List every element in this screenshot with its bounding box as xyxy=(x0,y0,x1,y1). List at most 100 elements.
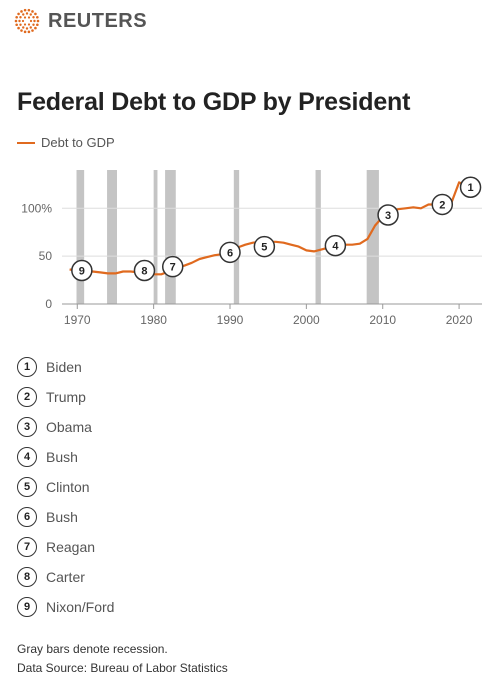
logo-dot xyxy=(36,23,39,27)
logo-dot xyxy=(14,19,18,23)
recession-bar xyxy=(107,170,117,304)
key-president-name: Nixon/Ford xyxy=(46,599,115,615)
logo-dot xyxy=(22,13,25,16)
key-number: 5 xyxy=(17,477,37,497)
recession-bar xyxy=(153,170,158,304)
logo-dot xyxy=(23,23,27,26)
president-marker: 1 xyxy=(459,176,482,198)
svg-text:6: 6 xyxy=(227,247,233,259)
key-number: 6 xyxy=(17,507,37,527)
svg-text:8: 8 xyxy=(141,266,147,278)
legend-swatch xyxy=(17,141,35,144)
key-president-name: Obama xyxy=(46,419,92,435)
x-tick-label: 1990 xyxy=(217,313,244,327)
key-number: 7 xyxy=(17,537,37,557)
x-tick-label: 2020 xyxy=(446,313,473,327)
key-item: 7 Reagan xyxy=(17,532,114,562)
key-president-name: Biden xyxy=(46,359,82,375)
logo-dot xyxy=(36,19,40,23)
key-number: 3 xyxy=(17,417,37,437)
logo-dot xyxy=(34,26,37,30)
key-number: 2 xyxy=(17,387,37,407)
key-president-name: Bush xyxy=(46,449,78,465)
svg-text:3: 3 xyxy=(385,210,391,222)
y-tick-label: 100% xyxy=(21,201,52,215)
logo-dot xyxy=(22,26,25,29)
logo-dot xyxy=(23,30,27,34)
logo-dot xyxy=(27,30,31,34)
debt-line xyxy=(69,181,468,276)
recession-bar xyxy=(165,170,176,304)
x-tick-label: 1980 xyxy=(140,313,167,327)
logo-dot xyxy=(29,13,32,16)
key-item: 8 Carter xyxy=(17,562,114,592)
logo-dot xyxy=(25,27,29,30)
recession-note: Gray bars denote recession. xyxy=(17,642,168,656)
logo-dot xyxy=(31,10,34,13)
president-marker: 7 xyxy=(161,255,184,278)
logo-dot xyxy=(29,26,32,29)
logo-dot xyxy=(27,16,31,19)
president-key: 1 Biden 2 Trump 3 Obama 4 Bush 5 Clinton 6 Bush 7 Rea… xyxy=(17,352,114,622)
svg-text:5: 5 xyxy=(261,242,267,254)
logo-dot xyxy=(34,12,37,16)
key-item: 9 Nixon/Ford xyxy=(17,592,114,622)
president-marker: 4 xyxy=(324,234,347,257)
recession-bar xyxy=(315,170,321,304)
debt-chart: 0 50 100% 1970 1980 1990 2000 2010 2020 1 2 3 4 5 6 7 8 9 xyxy=(21,170,482,327)
logo-dot xyxy=(21,19,25,23)
logo-dot xyxy=(25,12,29,15)
key-item: 5 Clinton xyxy=(17,472,114,502)
svg-text:7: 7 xyxy=(170,262,176,274)
president-marker: 2 xyxy=(431,193,454,216)
y-tick-label: 0 xyxy=(45,297,52,311)
key-number: 4 xyxy=(17,447,37,467)
key-number: 1 xyxy=(17,357,37,377)
president-marker: 8 xyxy=(133,259,156,282)
key-item: 4 Bush xyxy=(17,442,114,472)
svg-text:4: 4 xyxy=(332,241,339,253)
brand-header: REUTERS xyxy=(14,8,147,34)
logo-dot xyxy=(20,10,23,13)
x-tick-label: 1970 xyxy=(64,313,91,327)
source-note: Data Source: Bureau of Labor Statistics xyxy=(17,661,228,675)
footnotes: Gray bars denote recession. Data Source:… xyxy=(17,640,228,678)
key-item: 3 Obama xyxy=(17,412,114,442)
key-president-name: Carter xyxy=(46,569,85,585)
logo-dot xyxy=(19,23,22,26)
key-number: 9 xyxy=(17,597,37,617)
logo-dot xyxy=(23,8,27,12)
x-tick-label: 2000 xyxy=(293,313,320,327)
logo-dot xyxy=(27,23,31,26)
recession-bar xyxy=(233,170,240,304)
logo-dot xyxy=(27,8,31,12)
logo-dot xyxy=(17,12,20,16)
key-item: 2 Trump xyxy=(17,382,114,412)
logo-dot xyxy=(20,29,23,32)
x-tick-label: 2010 xyxy=(369,313,396,327)
logo-dot xyxy=(18,19,21,23)
key-number: 8 xyxy=(17,567,37,587)
chart-title: Federal Debt to GDP by President xyxy=(17,88,411,116)
recession-bar xyxy=(366,170,379,304)
logo-dot xyxy=(33,19,36,23)
key-item: 1 Biden xyxy=(17,352,114,382)
brand-name: REUTERS xyxy=(48,9,148,32)
president-marker: 3 xyxy=(377,204,399,226)
logo-dot xyxy=(36,15,39,19)
key-president-name: Clinton xyxy=(46,479,90,495)
president-marker: 6 xyxy=(219,241,241,264)
logo-dot xyxy=(32,16,35,19)
recession-bar xyxy=(76,170,85,304)
logo-dot xyxy=(15,15,18,19)
legend-label: Debt to GDP xyxy=(41,135,115,150)
chart-legend: Debt to GDP xyxy=(17,135,115,150)
key-item: 6 Bush xyxy=(17,502,114,532)
key-president-name: Reagan xyxy=(46,539,96,555)
reuters-logo-icon xyxy=(14,8,40,34)
logo-dot xyxy=(23,16,27,19)
key-president-name: Bush xyxy=(46,509,78,525)
svg-text:9: 9 xyxy=(79,266,85,278)
president-marker: 5 xyxy=(253,235,276,258)
logo-dot xyxy=(31,29,34,32)
